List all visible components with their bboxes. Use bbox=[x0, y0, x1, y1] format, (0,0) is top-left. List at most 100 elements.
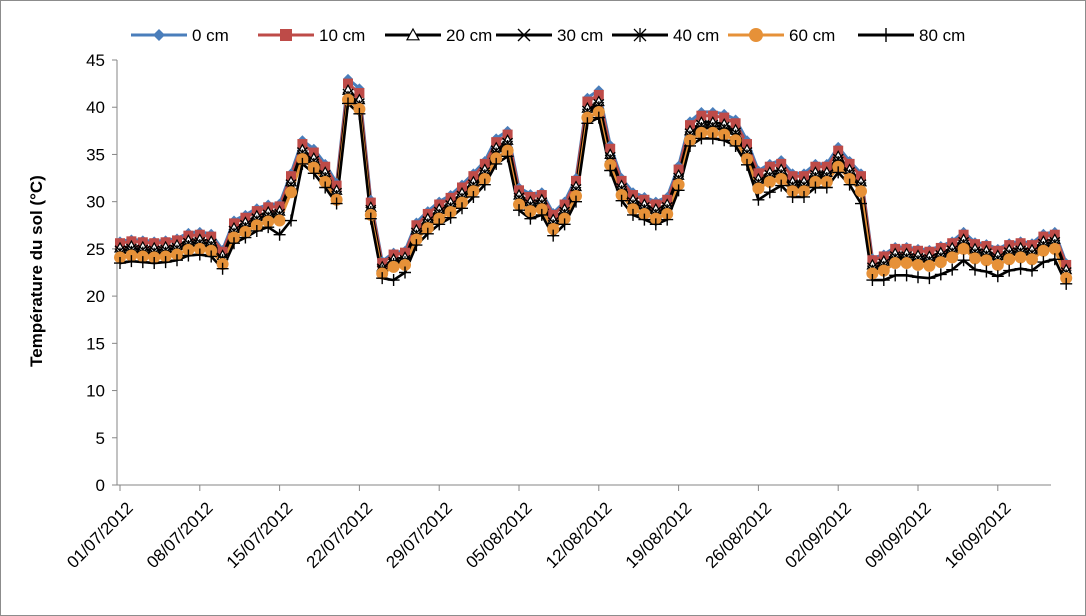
data-point-60-cm bbox=[866, 267, 879, 280]
y-tick-label: 40 bbox=[86, 98, 105, 117]
data-point-80-cm bbox=[1003, 264, 1016, 277]
data-point-10-cm bbox=[593, 89, 604, 100]
y-axis-title: Température du sol (°C) bbox=[27, 175, 46, 367]
data-point-80-cm bbox=[182, 249, 195, 262]
data-point-60-cm bbox=[763, 175, 776, 188]
legend-marker bbox=[153, 29, 165, 41]
data-point-80-cm bbox=[467, 190, 480, 203]
data-point-60-cm bbox=[934, 256, 947, 269]
data-point-60-cm bbox=[285, 186, 297, 199]
data-point-80-cm bbox=[547, 229, 560, 242]
data-point-60-cm bbox=[969, 252, 981, 265]
y-tick-label: 10 bbox=[86, 382, 105, 401]
series-markers bbox=[113, 73, 1073, 290]
legend-label: 0 cm bbox=[192, 26, 229, 45]
data-point-80-cm bbox=[763, 186, 776, 199]
legend-label: 30 cm bbox=[557, 26, 603, 45]
x-tick-label: 12/08/2012 bbox=[542, 498, 616, 572]
legend-marker bbox=[280, 29, 292, 41]
series-markers-80-cm bbox=[114, 97, 1073, 290]
data-point-80-cm bbox=[627, 208, 639, 221]
data-point-80-cm bbox=[273, 228, 286, 241]
legend-label: 20 cm bbox=[446, 26, 492, 45]
x-tick-label: 19/08/2012 bbox=[622, 498, 696, 572]
legend-label: 60 cm bbox=[789, 26, 835, 45]
data-point-80-cm bbox=[695, 132, 708, 145]
x-tick-label: 22/07/2012 bbox=[303, 498, 377, 572]
legend-item-0-cm: 0 cm bbox=[131, 26, 229, 45]
data-point-80-cm bbox=[638, 213, 651, 226]
data-point-60-cm bbox=[399, 258, 411, 271]
data-point-80-cm bbox=[581, 117, 594, 130]
data-point-10-cm bbox=[582, 96, 593, 107]
data-point-80-cm bbox=[592, 111, 605, 124]
data-point-60-cm bbox=[1003, 253, 1016, 266]
data-point-80-cm bbox=[319, 181, 332, 194]
data-point-80-cm bbox=[125, 255, 138, 268]
data-point-80-cm bbox=[410, 239, 423, 252]
data-point-80-cm bbox=[900, 269, 913, 282]
data-point-80-cm bbox=[604, 164, 617, 177]
x-tick-label: 09/09/2012 bbox=[861, 498, 935, 572]
data-point-60-cm bbox=[1014, 251, 1027, 264]
data-point-80-cm bbox=[729, 139, 742, 152]
legend-marker bbox=[749, 28, 763, 42]
data-point-80-cm bbox=[923, 272, 936, 285]
data-point-80-cm bbox=[980, 265, 993, 278]
data-point-80-cm bbox=[672, 184, 685, 197]
legend-marker bbox=[517, 28, 531, 42]
data-point-80-cm bbox=[216, 262, 229, 275]
data-point-60-cm bbox=[957, 242, 970, 255]
data-point-80-cm bbox=[649, 218, 662, 231]
x-tick-label: 15/07/2012 bbox=[223, 498, 297, 572]
data-point-80-cm bbox=[1014, 262, 1027, 275]
legend-item-40-cm: 40 cm bbox=[612, 26, 719, 45]
data-point-80-cm bbox=[798, 190, 810, 203]
data-point-80-cm bbox=[285, 214, 297, 227]
data-point-60-cm bbox=[273, 214, 286, 227]
data-point-60-cm bbox=[889, 257, 902, 270]
data-point-80-cm bbox=[114, 257, 126, 270]
data-point-60-cm bbox=[1048, 242, 1061, 255]
data-point-80-cm bbox=[775, 179, 788, 192]
data-point-80-cm bbox=[501, 150, 514, 163]
data-point-80-cm bbox=[421, 227, 434, 240]
data-point-80-cm bbox=[615, 194, 628, 207]
x-tick-label: 01/07/2012 bbox=[63, 498, 137, 572]
x-tick-label: 05/08/2012 bbox=[462, 498, 536, 572]
data-point-80-cm bbox=[524, 212, 537, 225]
legend: 0 cm 10 cm 20 cm 30 cm 40 cm 60 cm 80 cm bbox=[131, 26, 965, 45]
x-tick-label: 26/08/2012 bbox=[702, 498, 776, 572]
data-point-60-cm bbox=[900, 257, 913, 270]
y-tick-label: 5 bbox=[96, 429, 105, 448]
y-tick-label: 35 bbox=[86, 145, 105, 164]
data-point-80-cm bbox=[741, 158, 753, 171]
data-point-60-cm bbox=[1026, 253, 1038, 266]
data-point-80-cm bbox=[946, 263, 959, 276]
data-point-80-cm bbox=[444, 211, 457, 224]
data-point-80-cm bbox=[957, 254, 970, 267]
legend-label: 10 cm bbox=[319, 26, 365, 45]
data-point-80-cm bbox=[478, 178, 491, 191]
data-point-10-cm bbox=[343, 78, 353, 89]
x-tick-label: 02/09/2012 bbox=[781, 498, 855, 572]
data-point-80-cm bbox=[433, 218, 446, 231]
data-point-80-cm bbox=[342, 97, 354, 110]
data-point-80-cm bbox=[786, 190, 799, 203]
data-point-80-cm bbox=[193, 248, 206, 261]
legend-item-80-cm: 80 cm bbox=[858, 26, 965, 45]
data-point-80-cm bbox=[535, 208, 548, 221]
data-point-60-cm bbox=[752, 182, 765, 195]
data-point-80-cm bbox=[969, 263, 981, 276]
data-point-60-cm bbox=[991, 258, 1004, 271]
axes: 0 5 10 15 20 25 30 35 40 45 01/07/2012 08/07/2012 15… bbox=[63, 51, 1051, 572]
data-point-60-cm bbox=[923, 259, 936, 272]
data-point-80-cm bbox=[706, 132, 719, 145]
data-point-80-cm bbox=[661, 213, 674, 226]
data-point-80-cm bbox=[456, 202, 468, 215]
data-point-80-cm bbox=[513, 204, 525, 217]
data-point-80-cm bbox=[558, 218, 571, 231]
data-point-60-cm bbox=[775, 173, 788, 185]
